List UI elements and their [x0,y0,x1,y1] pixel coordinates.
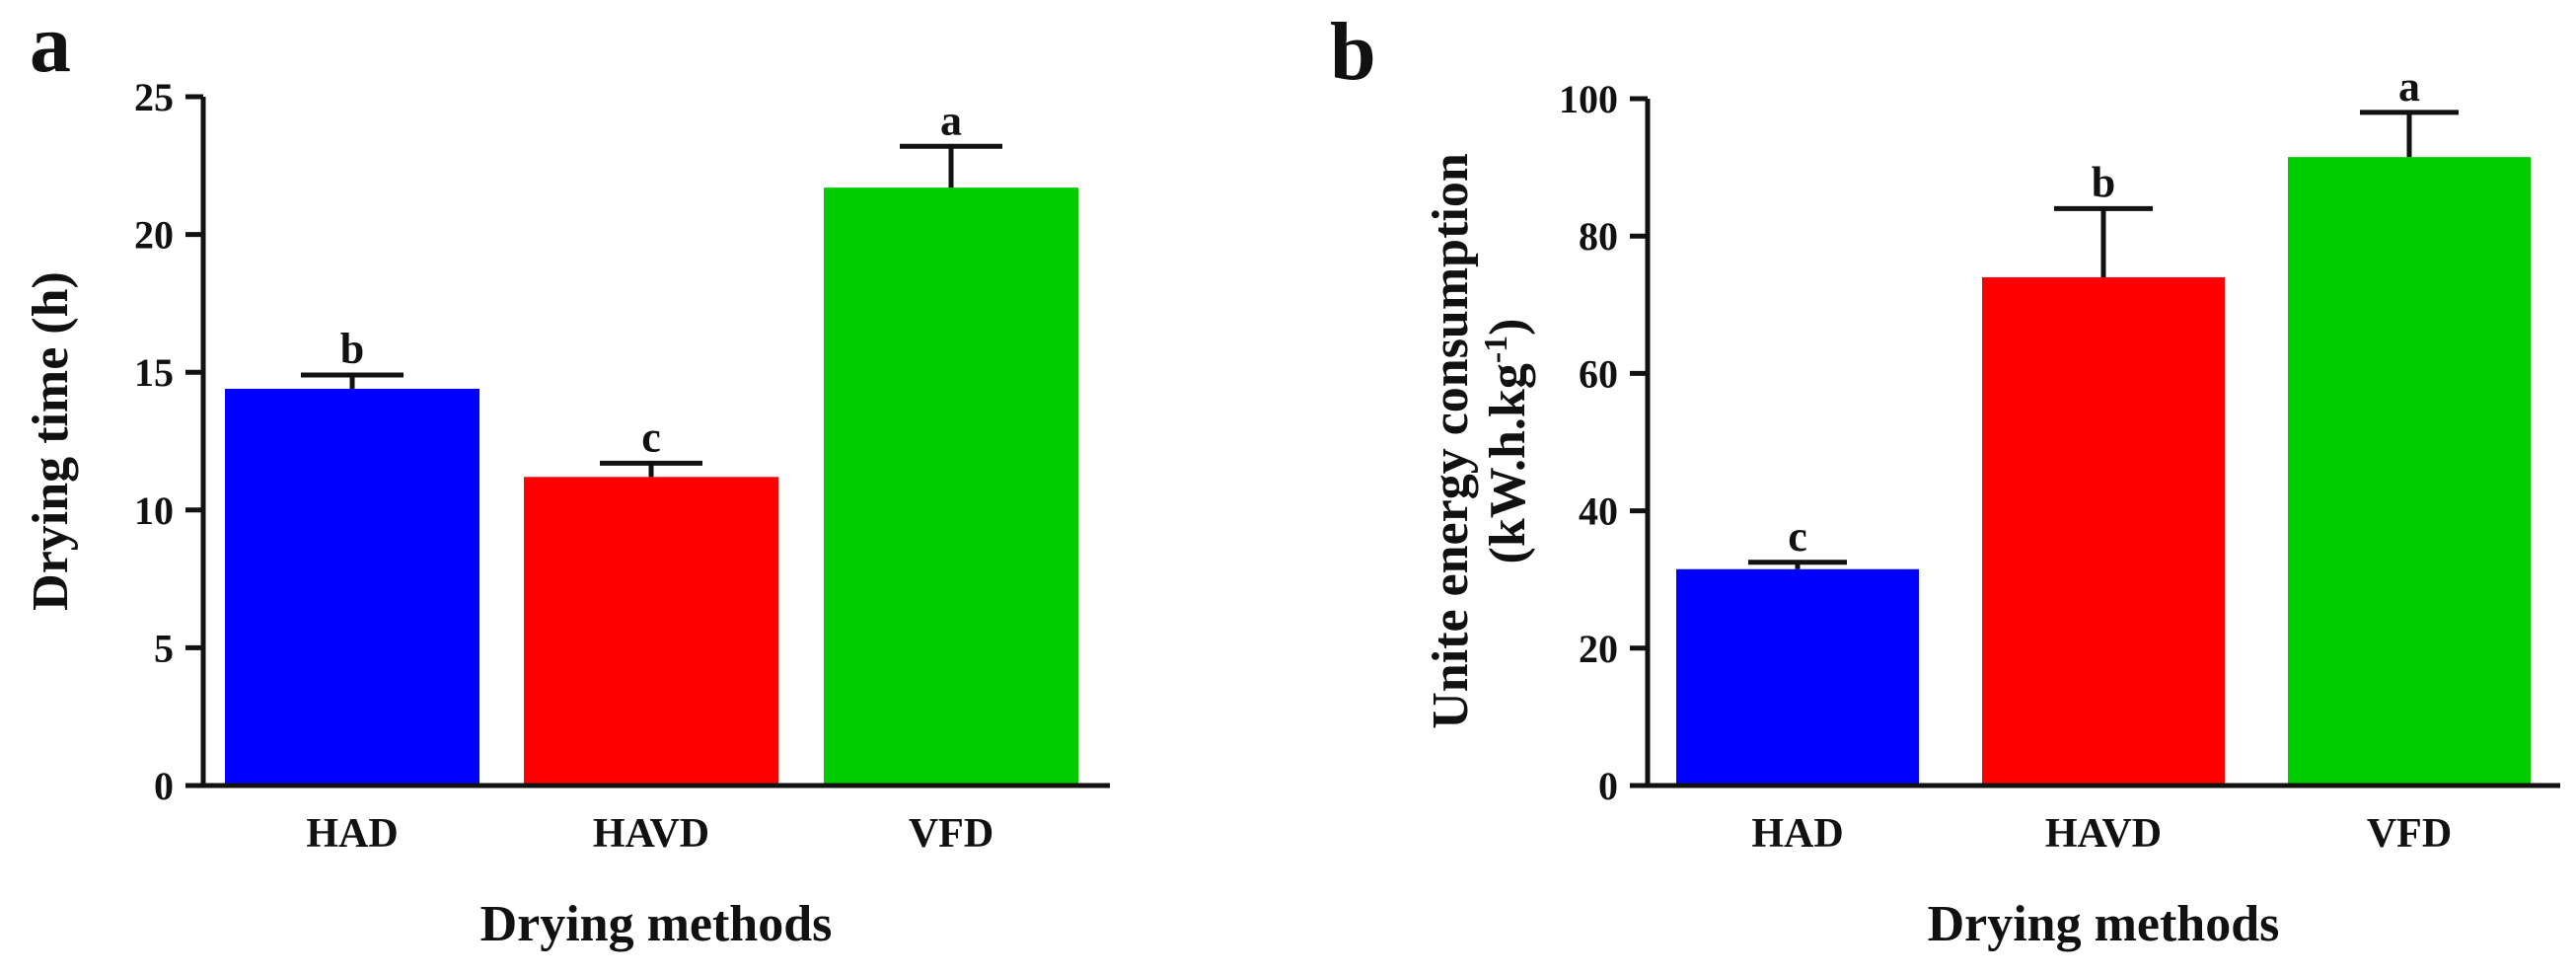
panel-a-y-ticks: 0 5 10 15 20 25 [134,75,203,808]
significance-letter-had: b [340,325,364,373]
y-tick-label: 5 [154,626,174,670]
error-bar-havd [2054,205,2153,277]
panel-a-label: a [30,0,71,90]
bar-vfd [824,188,1078,787]
panel-b-y-axis-title-line2: (kW.h.kg-1) [1478,319,1536,564]
significance-letter-had: c [1788,512,1807,561]
panel-b-significance-letters: c b a [1788,62,2420,561]
panel-b-label: b [1330,6,1376,98]
error-bar-had [301,372,404,389]
significance-letter-havd: c [641,413,661,461]
panel-a-bars [225,188,1078,787]
error-bar-vfd [900,143,1002,188]
bar-had [1676,568,1919,786]
panel-b-x-axis-title: Drying methods [1928,896,2280,952]
significance-letter-havd: b [2092,158,2115,206]
y-tick-label: 100 [1559,77,1618,121]
panel-b-chart: b c b a 0 20 40 60 80 100 HAD HAVD VFD Unite ener… [1330,6,2560,952]
bar-vfd [2288,157,2531,786]
panel-b-category-labels: HAD HAVD VFD [1751,811,2452,857]
y-tick-label: 20 [1579,627,1618,671]
panel-b-y-unit-suffix: ) [1480,319,1536,336]
y-tick-label: 60 [1579,351,1618,396]
bar-havd [1982,276,2225,787]
category-label-havd: HAVD [2045,811,2162,857]
significance-letter-vfd: a [2398,62,2420,111]
error-bar-had [1748,560,1847,569]
category-label-had: HAD [306,811,398,857]
category-label-vfd: VFD [2367,811,2452,857]
category-label-vfd: VFD [909,811,994,857]
y-tick-label: 40 [1579,489,1618,534]
panel-a-significance-letters: b c a [340,96,962,461]
panel-a-y-axis-title: Drying time (h) [23,271,79,611]
error-bar-havd [600,460,702,478]
y-tick-label: 80 [1579,214,1618,259]
y-tick-label: 20 [134,213,174,258]
panel-a-category-labels: HAD HAVD VFD [306,811,994,857]
category-label-had: HAD [1751,811,1843,857]
significance-letter-vfd: a [940,96,962,144]
panel-b-y-axis-title-line1: Unite energy consumption [1423,153,1479,729]
category-label-havd: HAVD [593,811,709,857]
panel-a-chart: a b c a 0 5 10 15 20 25 HAD HAVD VFD Drying time … [23,0,1110,952]
y-tick-label: 25 [134,75,174,119]
panel-a-error-bars [301,143,1002,478]
panel-b-bars [1676,157,2531,787]
panel-b-y-ticks: 0 20 40 60 80 100 [1559,77,1648,808]
y-tick-label: 15 [134,350,174,395]
error-bar-vfd [2360,110,2459,158]
panel-b-y-unit-superscript: -1 [1478,336,1514,363]
panel-b-error-bars [1748,110,2459,569]
panel-b-y-unit-prefix: (kW.h.kg [1480,363,1536,563]
y-tick-label: 0 [154,764,174,808]
panel-a-x-axis-title: Drying methods [480,896,833,952]
bar-havd [524,477,778,786]
y-tick-label: 0 [1598,764,1618,808]
y-tick-label: 10 [134,488,174,533]
bar-had [225,388,479,786]
